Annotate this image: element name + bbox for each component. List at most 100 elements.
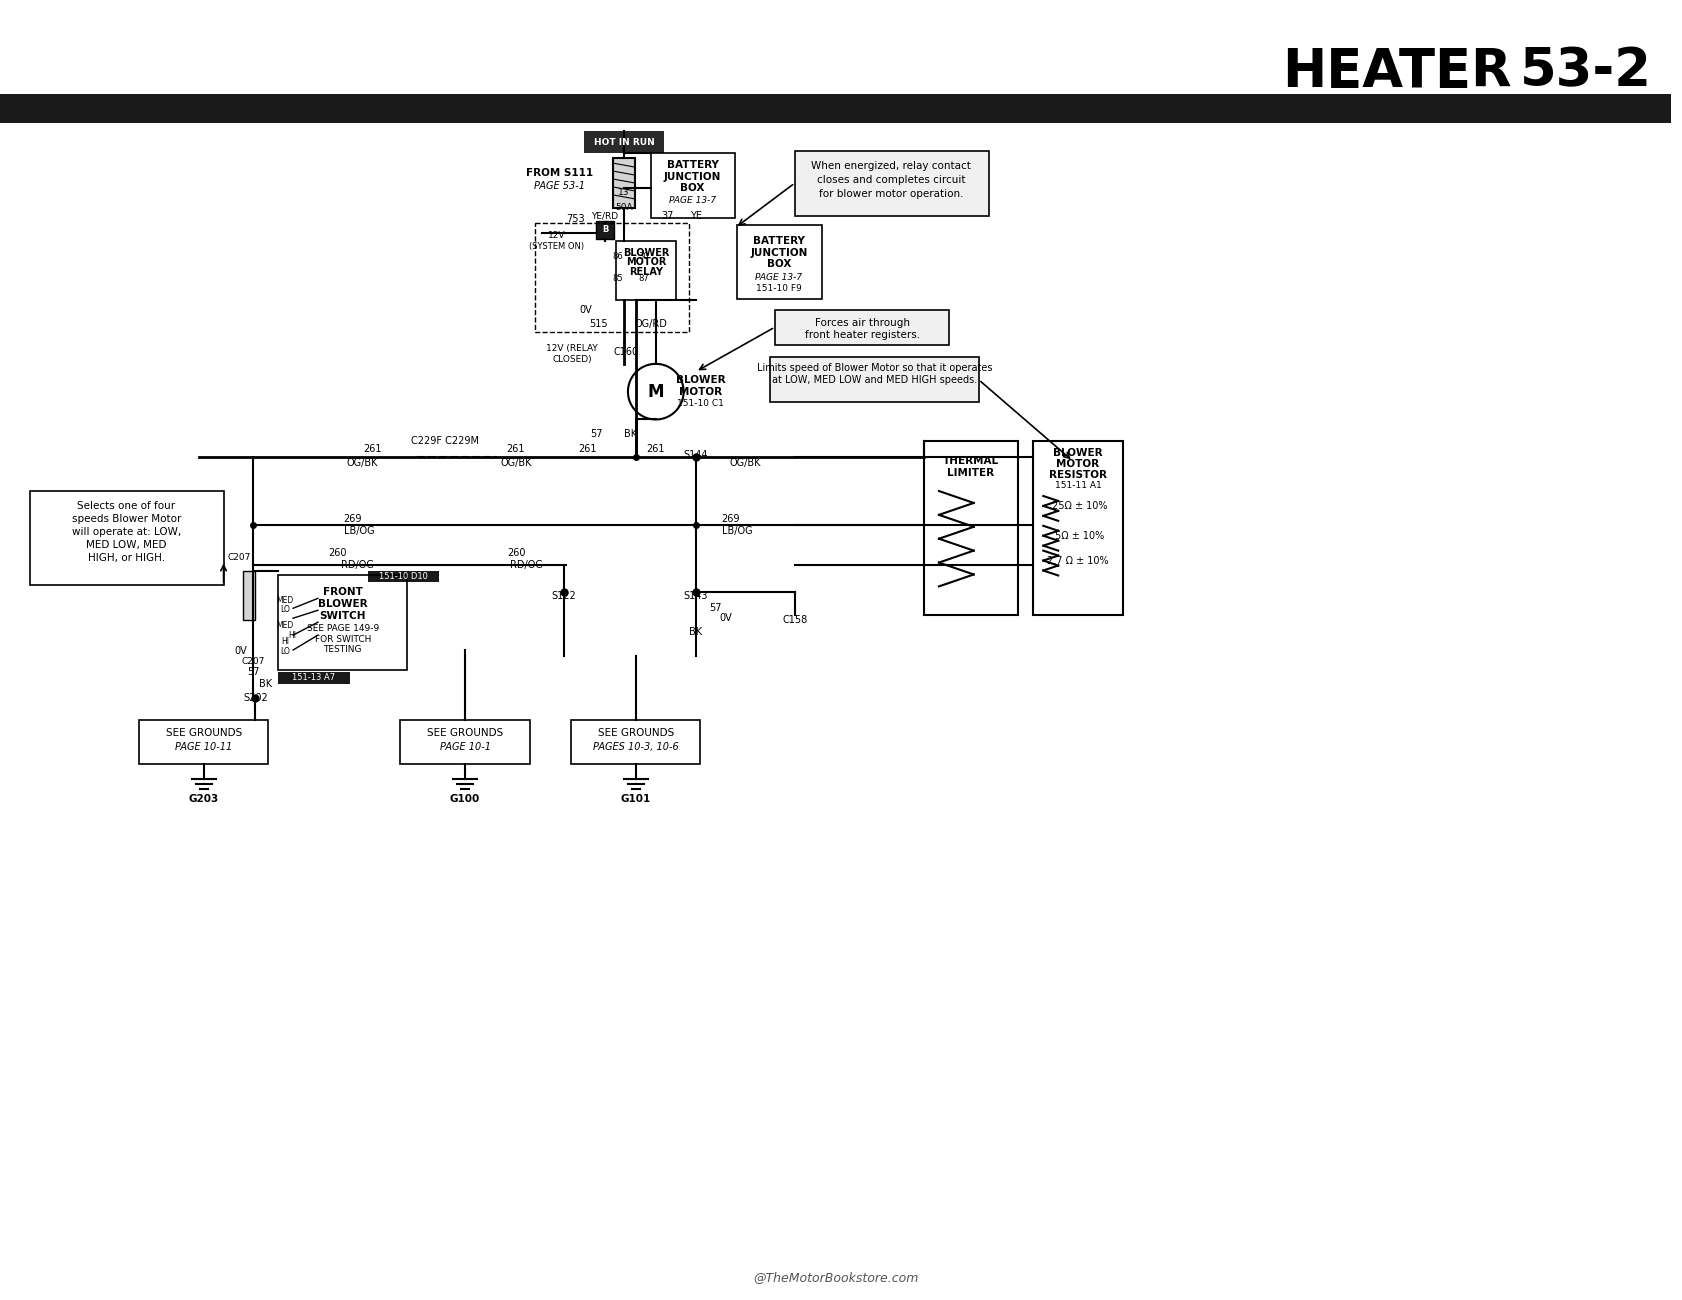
Text: BK: BK — [259, 679, 272, 689]
Text: 261: 261 — [506, 445, 525, 454]
Text: for blower motor operation.: for blower motor operation. — [819, 188, 964, 199]
Text: OG/BK: OG/BK — [501, 458, 533, 468]
Bar — [737, 225, 822, 299]
Text: MED LOW, MED: MED LOW, MED — [86, 540, 167, 550]
Bar — [923, 441, 1018, 615]
Text: Selects one of four: Selects one of four — [77, 500, 175, 511]
Text: 57: 57 — [247, 667, 259, 677]
Text: 151-10 F9: 151-10 F9 — [757, 283, 802, 292]
Text: FRONT: FRONT — [323, 588, 363, 598]
Bar — [278, 576, 407, 670]
Text: SEE GROUNDS: SEE GROUNDS — [165, 728, 242, 738]
Text: S143: S143 — [683, 592, 708, 602]
Text: C207: C207 — [242, 658, 266, 667]
Text: PAGES 10-3, 10-6: PAGES 10-3, 10-6 — [594, 742, 680, 753]
Text: HOT IN RUN: HOT IN RUN — [594, 138, 654, 147]
Text: 57: 57 — [590, 429, 602, 439]
Text: SEE PAGE 149-9: SEE PAGE 149-9 — [306, 624, 378, 633]
Text: 269: 269 — [343, 514, 362, 524]
Text: YE: YE — [690, 211, 701, 221]
Text: 151-10 D10: 151-10 D10 — [378, 572, 427, 581]
Text: LO: LO — [281, 647, 289, 656]
Text: 85: 85 — [612, 274, 624, 283]
Bar — [651, 153, 735, 218]
Text: RD/OG: RD/OG — [341, 559, 373, 569]
Text: RD/OG: RD/OG — [510, 559, 543, 569]
Text: PAGE 10-1: PAGE 10-1 — [439, 742, 491, 753]
Text: SWITCH: SWITCH — [320, 611, 367, 621]
Bar — [612, 159, 634, 208]
Text: C158: C158 — [782, 615, 807, 625]
Text: MOTOR: MOTOR — [626, 257, 666, 268]
Text: CLOSED): CLOSED) — [552, 355, 592, 364]
Text: 53-2: 53-2 — [1521, 46, 1652, 98]
Text: 261: 261 — [579, 445, 597, 454]
Text: S122: S122 — [552, 592, 575, 602]
Text: HIGH, or HIGH.: HIGH, or HIGH. — [87, 552, 165, 563]
Text: BK: BK — [690, 627, 701, 637]
Text: PAGE 13-7: PAGE 13-7 — [669, 196, 717, 205]
Text: BOX: BOX — [680, 183, 705, 192]
Text: 87: 87 — [639, 274, 649, 283]
Bar — [796, 151, 989, 216]
Text: LO: LO — [281, 604, 289, 614]
Text: G101: G101 — [621, 794, 651, 803]
Text: C229F C229M: C229F C229M — [410, 437, 479, 446]
Bar — [368, 571, 439, 582]
Bar — [584, 131, 664, 153]
Text: 57: 57 — [710, 603, 722, 614]
Text: C160: C160 — [614, 347, 639, 358]
Text: MOTOR: MOTOR — [1056, 459, 1100, 469]
Text: BLOWER: BLOWER — [318, 599, 368, 610]
Text: BLOWER: BLOWER — [622, 247, 669, 257]
Text: SEE GROUNDS: SEE GROUNDS — [597, 728, 674, 738]
Text: PAGE 10-11: PAGE 10-11 — [175, 742, 232, 753]
Text: 0V: 0V — [580, 306, 592, 315]
Text: 151-13 A7: 151-13 A7 — [293, 673, 335, 682]
Text: 86: 86 — [612, 252, 624, 261]
Text: speeds Blower Motor: speeds Blower Motor — [72, 514, 182, 524]
Text: S144: S144 — [683, 450, 708, 460]
Text: @TheMotorBookstore.com: @TheMotorBookstore.com — [754, 1271, 918, 1284]
Text: 0V: 0V — [718, 614, 732, 623]
Text: 151-10 C1: 151-10 C1 — [678, 399, 723, 408]
Text: 12V: 12V — [548, 231, 565, 240]
Text: MED: MED — [276, 595, 294, 604]
Bar — [1033, 441, 1124, 615]
Text: 2.7 Ω ± 10%: 2.7 Ω ± 10% — [1048, 555, 1108, 566]
Text: closes and completes circuit: closes and completes circuit — [817, 176, 965, 185]
Text: 151-11 A1: 151-11 A1 — [1055, 481, 1102, 490]
Text: 269: 269 — [722, 514, 740, 524]
Bar — [30, 491, 224, 585]
Text: .5Ω ± 10%: .5Ω ± 10% — [1051, 530, 1103, 541]
Text: 13: 13 — [619, 188, 629, 198]
Text: front heater registers.: front heater registers. — [806, 330, 920, 341]
Text: LB/OG: LB/OG — [722, 525, 752, 536]
Text: MED: MED — [276, 620, 294, 629]
Text: JUNCTION: JUNCTION — [750, 247, 807, 257]
Text: M: M — [648, 382, 664, 400]
Text: 37: 37 — [661, 211, 674, 221]
Text: will operate at: LOW,: will operate at: LOW, — [72, 526, 180, 537]
Text: OG/RD: OG/RD — [634, 318, 668, 329]
Bar — [278, 672, 350, 684]
Text: BLOWER: BLOWER — [676, 374, 725, 385]
Text: FOR SWITCH: FOR SWITCH — [315, 634, 372, 644]
Bar — [616, 240, 676, 300]
Text: HEATER: HEATER — [1282, 46, 1512, 98]
Bar — [572, 720, 700, 764]
Text: 753: 753 — [565, 213, 585, 224]
Text: THERMAL: THERMAL — [942, 456, 999, 467]
Text: YE/RD: YE/RD — [592, 212, 619, 220]
Text: S202: S202 — [242, 693, 267, 703]
Text: Limits speed of Blower Motor so that it operates: Limits speed of Blower Motor so that it … — [757, 363, 992, 373]
Text: .25Ω ± 10%: .25Ω ± 10% — [1050, 500, 1107, 511]
Text: 50A: 50A — [616, 203, 632, 212]
Text: HI: HI — [281, 637, 289, 646]
Bar — [244, 571, 256, 620]
Text: 30: 30 — [639, 252, 649, 261]
Text: RELAY: RELAY — [629, 268, 663, 277]
Text: SEE GROUNDS: SEE GROUNDS — [427, 728, 503, 738]
Text: BOX: BOX — [767, 260, 791, 269]
Text: RESISTOR: RESISTOR — [1050, 471, 1107, 480]
